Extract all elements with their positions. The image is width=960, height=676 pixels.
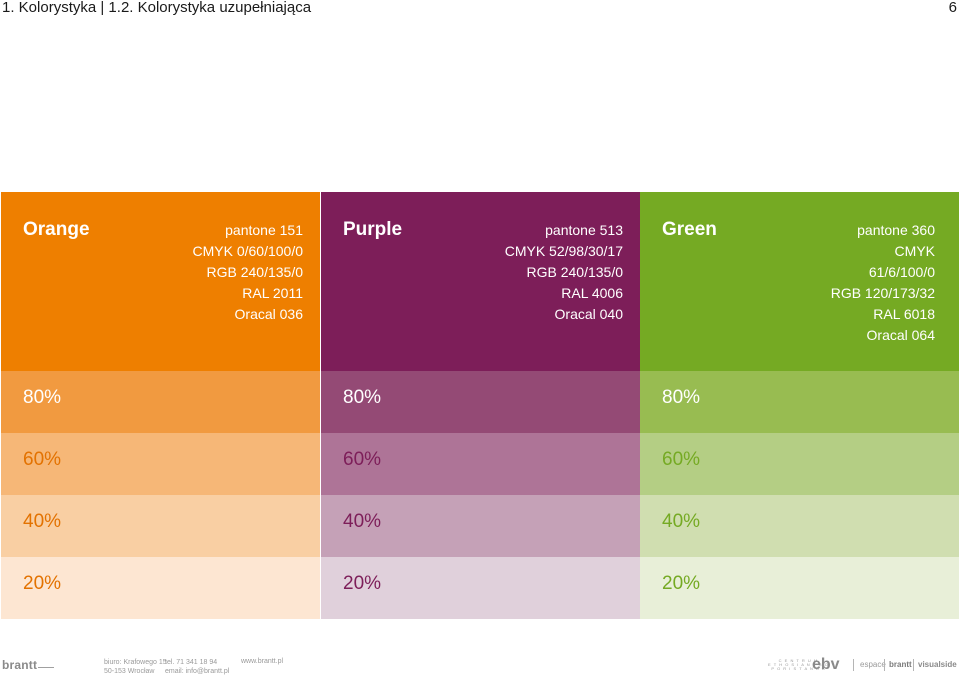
brantt-logo: brantt [2, 658, 38, 672]
color-column-orange: Orange pantone 151 CMYK 0/60/100/0 RGB 2… [1, 192, 320, 619]
spec-line: 61/6/100/0 [868, 264, 935, 280]
color-specs: pantone 151 CMYK 0/60/100/0 RGB 240/135/… [192, 220, 303, 325]
visualside-logo: visualside [918, 660, 957, 669]
tint-swatch-80: 80% [321, 371, 640, 433]
spec-line: RGB 240/135/0 [526, 264, 623, 280]
spec-line: pantone 513 [545, 222, 623, 238]
spec-line: Oracal 064 [866, 327, 935, 343]
tint-swatch-20: 20% [640, 557, 959, 619]
spec-line: CMYK 52/98/30/17 [504, 243, 623, 259]
color-swatch-main: Purple pantone 513 CMYK 52/98/30/17 RGB … [321, 192, 640, 371]
center-logo-line: C E N T R U M [778, 658, 819, 663]
tint-swatch-40: 40% [321, 495, 640, 557]
color-specs: pantone 513 CMYK 52/98/30/17 RGB 240/135… [505, 220, 623, 325]
tint-label: 60% [662, 449, 701, 470]
tint-label: 60% [23, 449, 62, 470]
tint-swatch-40: 40% [640, 495, 959, 557]
color-column-green: Green pantone 360 CMYK 61/6/100/0 RGB 12… [640, 192, 959, 619]
divider [853, 659, 854, 671]
tint-swatch-20: 20% [321, 557, 640, 619]
tint-label: 40% [662, 511, 701, 532]
color-name: Orange [23, 219, 90, 240]
spec-line: RGB 240/135/0 [206, 264, 303, 280]
tint-label: 80% [23, 387, 62, 408]
tint-label: 40% [23, 511, 62, 532]
spec-line: RAL 2011 [242, 285, 303, 301]
tint-label: 20% [662, 573, 701, 594]
divider [913, 659, 914, 671]
color-column-purple: Purple pantone 513 CMYK 52/98/30/17 RGB … [321, 192, 640, 619]
spec-line: CMYK 0/60/100/0 [192, 243, 303, 259]
email-link[interactable]: email: info@brantt.pl [165, 668, 230, 675]
color-name: Green [662, 219, 717, 240]
footer-address: biuro: Krafowego 15 50-153 Wrocław [104, 658, 167, 676]
color-swatch-main: Green pantone 360 CMYK 61/6/100/0 RGB 12… [640, 192, 959, 371]
divider [884, 659, 885, 671]
spec-line: Oracal 040 [554, 306, 623, 322]
center-logo: C E N T R U M E T H O S I A N E G O P O … [768, 659, 829, 671]
spec-line: CMYK [894, 243, 935, 259]
address-line: biuro: Krafowego 15 [104, 659, 167, 666]
tint-label: 60% [343, 449, 382, 470]
tint-swatch-40: 40% [1, 495, 320, 557]
tint-swatch-80: 80% [640, 371, 959, 433]
website-link[interactable]: www.brantt.pl [241, 658, 284, 665]
tint-swatch-60: 60% [321, 433, 640, 495]
spec-line: RAL 6018 [873, 306, 935, 322]
tint-label: 80% [662, 387, 701, 408]
logo-underline [38, 667, 54, 668]
spec-line: RAL 4006 [561, 285, 623, 301]
phone-text: tel. 71 341 18 94 [165, 659, 218, 666]
tint-label: 20% [343, 573, 382, 594]
color-specs: pantone 360 CMYK 61/6/100/0 RGB 120/173/… [831, 220, 935, 346]
tint-swatch-60: 60% [1, 433, 320, 495]
spec-line: Oracal 036 [234, 306, 303, 322]
espace-logo: espace [860, 660, 886, 669]
spec-line: pantone 360 [857, 222, 935, 238]
page-number: 6 [948, 0, 957, 16]
ebv-logo: ebv [812, 656, 840, 673]
footer-contact: tel. 71 341 18 94 email: info@brantt.pl [165, 658, 229, 676]
brantt-small-logo: brantt [889, 660, 912, 669]
tint-label: 40% [343, 511, 382, 532]
spec-line: RGB 120/173/32 [830, 285, 935, 301]
tint-swatch-80: 80% [1, 371, 320, 433]
center-logo-line: E T H O S I A N E G O [768, 662, 829, 667]
footer: brantt biuro: Krafowego 15 50-153 Wrocła… [0, 656, 960, 676]
header-title: 1. Kolorystyka | 1.2. Kolorystyka uzupeł… [2, 0, 312, 16]
tint-swatch-20: 20% [1, 557, 320, 619]
tint-swatch-60: 60% [640, 433, 959, 495]
spec-line: pantone 151 [225, 222, 303, 238]
color-name: Purple [343, 219, 403, 240]
tint-label: 80% [343, 387, 382, 408]
tint-label: 20% [23, 573, 62, 594]
address-line: 50-153 Wrocław [104, 668, 155, 675]
center-logo-line: P O R I S T A N D A [771, 666, 826, 671]
color-swatch-main: Orange pantone 151 CMYK 0/60/100/0 RGB 2… [1, 192, 320, 371]
